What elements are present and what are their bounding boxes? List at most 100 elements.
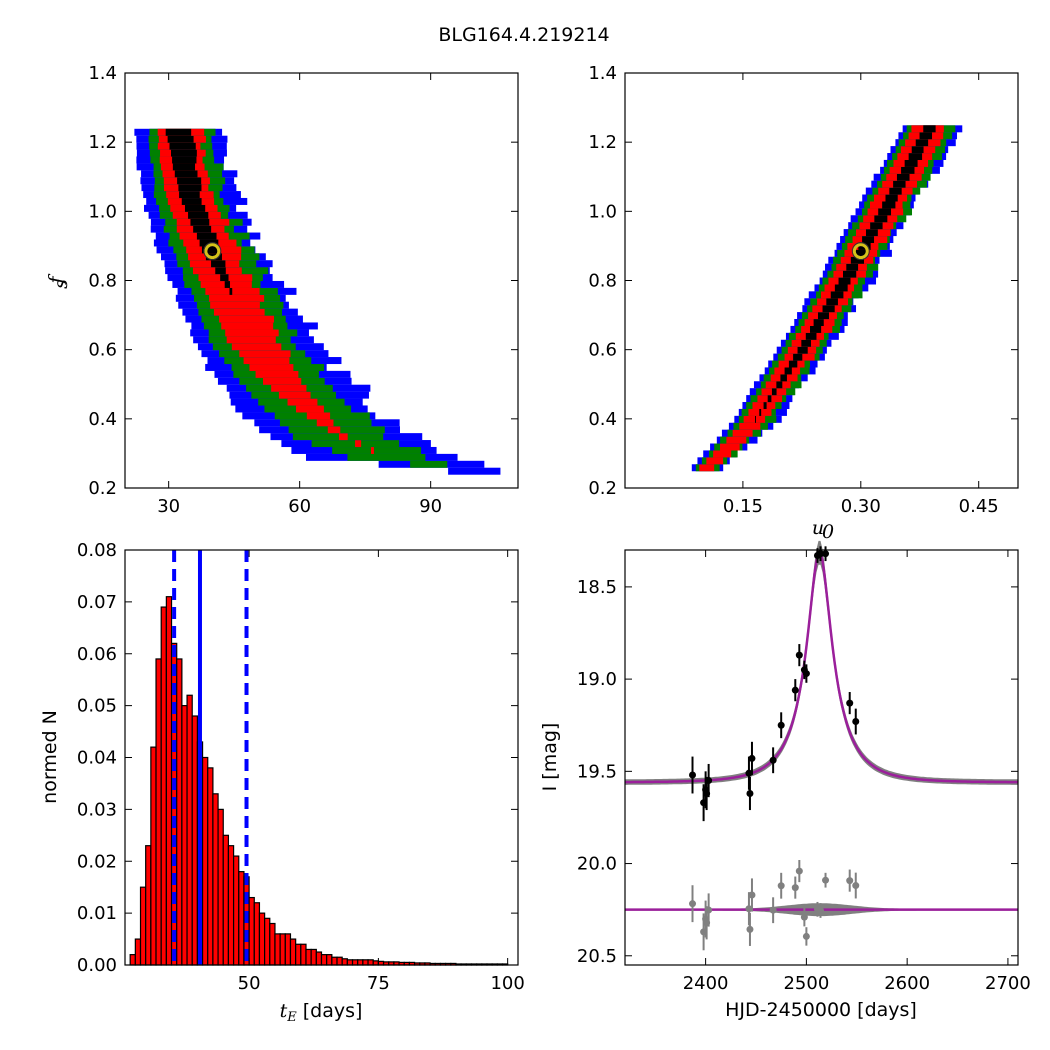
heatmap-cell — [862, 236, 875, 243]
residual-point — [777, 882, 785, 890]
heatmap-cell — [822, 305, 835, 313]
x-axis-label-sub: E — [286, 1010, 297, 1025]
histogram-bar — [336, 956, 343, 966]
heatmap-cell — [171, 149, 197, 157]
y-tick-label: 20.5 — [577, 946, 617, 967]
y-tick-label: 0.01 — [77, 903, 117, 924]
histogram-bar — [134, 938, 142, 966]
heatmap-cell — [813, 319, 824, 326]
data-point — [689, 771, 697, 779]
y-axis-label-sub: s — [50, 279, 72, 289]
residual-point — [852, 882, 860, 890]
x-axis-label: tE [days] — [280, 1000, 363, 1025]
heatmap-cell — [805, 332, 817, 340]
heatmap-cell — [327, 426, 341, 434]
best-fit-marker — [204, 243, 221, 260]
heatmap-cell — [784, 367, 792, 375]
histogram-bar — [207, 767, 214, 966]
x-tick-label: 0.45 — [959, 496, 999, 517]
histogram-bar — [279, 933, 286, 966]
heatmap-cell — [219, 315, 274, 323]
y-tick-label: 0.6 — [88, 340, 117, 361]
x-tick-label: 50 — [238, 973, 261, 994]
x-tick-label: 75 — [367, 973, 390, 994]
x-axis-label-var: t — [280, 1000, 288, 1022]
heatmap-cell — [225, 329, 279, 337]
heatmap-cell — [767, 395, 772, 403]
heatmap-cell — [221, 322, 274, 330]
heatmap-cell — [209, 294, 265, 302]
heatmap-cell — [249, 363, 294, 371]
residual-point — [802, 932, 810, 940]
panel-fs-vs-te: 30 60 90 0.2 0.4 0.6 0.8 1.0 1.2 1.4 fs — [45, 63, 519, 517]
heatmap-cell — [865, 229, 878, 237]
panel-te-histogram: 50 75 100 0.00 0.01 0.02 0.03 0.04 0.05 0.06 0.07 0… — [39, 540, 525, 1025]
heatmap-cell — [296, 405, 324, 413]
data-point — [791, 686, 799, 694]
y-tick-label: 0.04 — [77, 748, 117, 769]
heatmap-cell — [771, 388, 777, 396]
heatmap-cell — [263, 377, 302, 385]
heatmap-cell — [231, 343, 282, 351]
histogram-bar — [145, 845, 152, 966]
y-axis-label: normed N — [39, 710, 61, 804]
residual-point — [705, 906, 713, 914]
x-tick-label: 90 — [419, 496, 442, 517]
y-axis-label: f — [45, 274, 67, 286]
heatmap-cell — [184, 204, 206, 212]
heatmap-cell — [720, 443, 740, 451]
model-uncertainty-band — [625, 540, 1018, 785]
heatmap-cell — [201, 246, 220, 254]
heatmap-cell — [904, 159, 918, 167]
histogram-bar — [201, 756, 209, 966]
heatmap-cell — [699, 464, 715, 472]
heatmap-cell — [843, 270, 857, 278]
heatmap-cell — [826, 298, 838, 306]
y-tick-label: 0.4 — [588, 409, 617, 430]
histogram-bar — [372, 960, 379, 966]
histogram-bar — [212, 793, 219, 966]
histogram-bar — [289, 938, 297, 966]
y-tick-label: 19.0 — [577, 669, 617, 690]
y-tick-label: 18.5 — [577, 577, 617, 598]
y-axis-label: I [mag] — [539, 723, 561, 792]
histogram-bar — [155, 658, 162, 966]
y-tick-label: 0.4 — [88, 409, 117, 430]
heatmap-cell — [169, 142, 196, 150]
heatmap-cell — [870, 222, 883, 230]
heatmap-cell — [797, 346, 808, 354]
heatmap-cell — [332, 446, 422, 454]
heatmap-cell — [316, 419, 334, 427]
heatmap-cell — [893, 180, 906, 188]
data-point — [846, 699, 854, 707]
heatmap-cell — [755, 415, 756, 423]
residual-point — [816, 906, 824, 914]
histogram-bar — [331, 956, 338, 966]
heatmap-cell — [347, 453, 426, 461]
data-point — [816, 550, 824, 558]
heatmap-cell — [210, 301, 260, 309]
x-tick-label: 2400 — [683, 973, 729, 994]
heatmap-cell — [854, 249, 866, 257]
histogram-bar — [160, 606, 167, 966]
x-tick-label: 2700 — [985, 973, 1031, 994]
heatmap-cell — [850, 256, 864, 264]
heatmap-cell — [174, 170, 198, 178]
heatmap-cell — [167, 135, 194, 143]
histogram-bar — [129, 954, 136, 966]
heatmap-cell — [706, 457, 724, 465]
x-tick-label: 100 — [490, 973, 524, 994]
histogram-bar — [258, 912, 266, 966]
best-fit-marker-outline — [203, 242, 222, 261]
axes-frame — [624, 549, 1019, 966]
residual-point — [689, 900, 697, 908]
residual-point — [800, 913, 808, 921]
y-tick-label: 1.4 — [588, 63, 617, 84]
x-tick-label: 30 — [157, 496, 180, 517]
heatmap-cell — [726, 436, 747, 444]
y-tick-label: 0.05 — [77, 696, 117, 717]
x-tick-label: 0.15 — [723, 496, 763, 517]
y-tick-label: 0.06 — [77, 644, 117, 665]
heatmap-cell — [338, 433, 348, 441]
